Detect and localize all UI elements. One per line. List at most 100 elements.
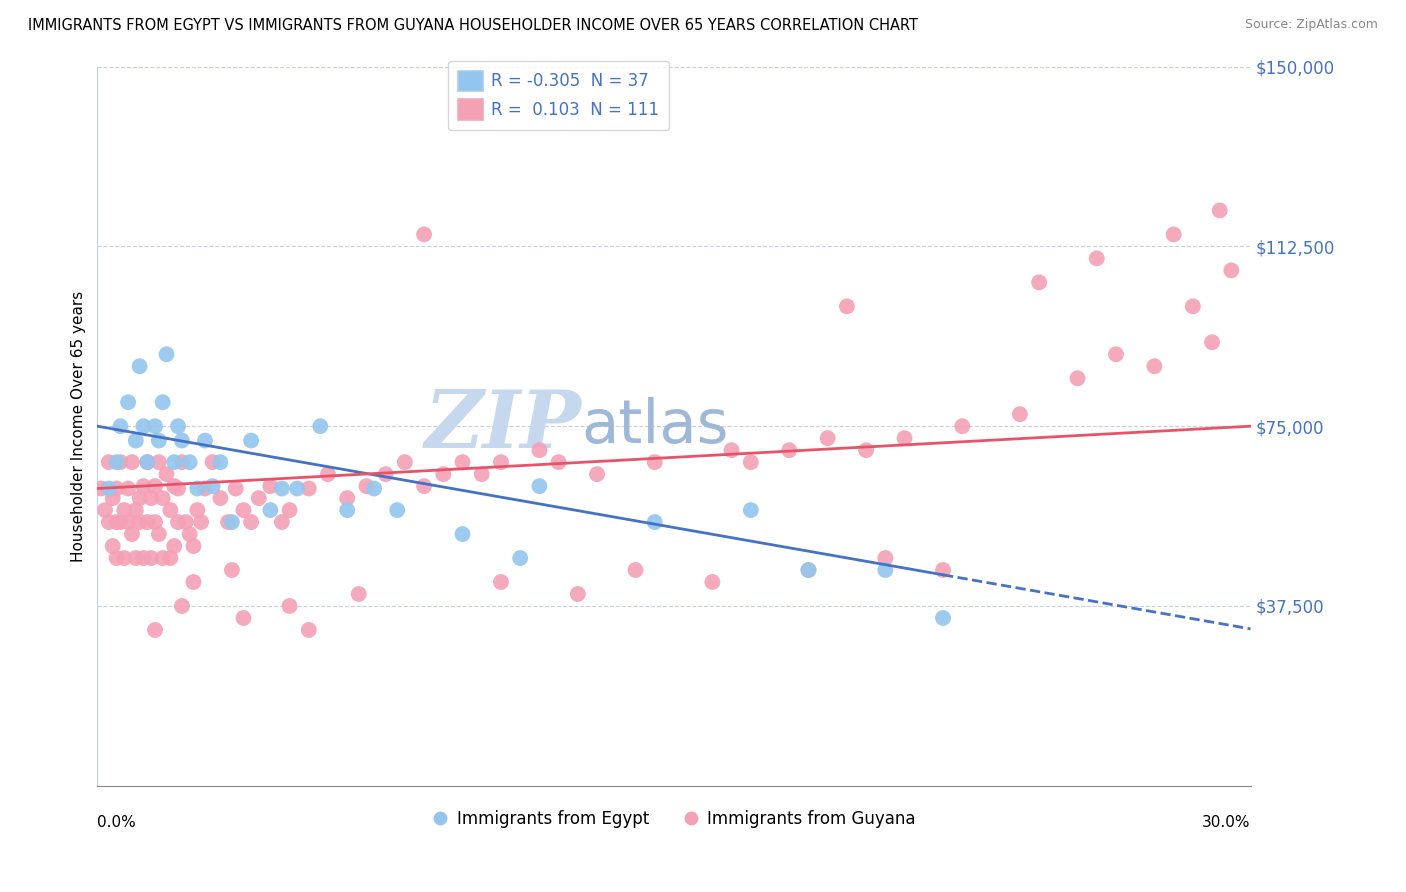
Point bbox=[932, 611, 955, 625]
Point bbox=[356, 479, 378, 493]
Point bbox=[835, 299, 858, 313]
Point bbox=[932, 563, 955, 577]
Point bbox=[152, 491, 174, 505]
Point bbox=[117, 515, 139, 529]
Point bbox=[278, 599, 301, 613]
Text: IMMIGRANTS FROM EGYPT VS IMMIGRANTS FROM GUYANA HOUSEHOLDER INCOME OVER 65 YEARS: IMMIGRANTS FROM EGYPT VS IMMIGRANTS FROM… bbox=[28, 18, 918, 33]
Point bbox=[125, 551, 148, 566]
Point bbox=[136, 515, 159, 529]
Point bbox=[385, 503, 408, 517]
Point bbox=[132, 479, 155, 493]
Point bbox=[489, 574, 512, 589]
Point bbox=[170, 434, 193, 448]
Text: atlas: atlas bbox=[582, 397, 730, 456]
Point bbox=[489, 455, 512, 469]
Point bbox=[547, 455, 569, 469]
Point bbox=[121, 527, 143, 541]
Point bbox=[117, 482, 139, 496]
Point bbox=[183, 574, 205, 589]
Point bbox=[247, 491, 270, 505]
Point bbox=[285, 482, 308, 496]
Point bbox=[179, 527, 201, 541]
Point bbox=[240, 434, 263, 448]
Point bbox=[101, 491, 124, 505]
Point bbox=[143, 623, 166, 637]
Point bbox=[110, 515, 132, 529]
Point bbox=[778, 443, 800, 458]
Point bbox=[143, 515, 166, 529]
Point bbox=[121, 455, 143, 469]
Point bbox=[1105, 347, 1128, 361]
Point bbox=[110, 419, 132, 434]
Legend: Immigrants from Egypt, Immigrants from Guyana: Immigrants from Egypt, Immigrants from G… bbox=[425, 804, 922, 835]
Point bbox=[217, 515, 239, 529]
Point bbox=[128, 491, 150, 505]
Point bbox=[644, 515, 666, 529]
Point bbox=[170, 599, 193, 613]
Point bbox=[90, 482, 112, 496]
Point bbox=[143, 479, 166, 493]
Point bbox=[159, 503, 181, 517]
Point bbox=[221, 563, 243, 577]
Point bbox=[298, 482, 321, 496]
Point bbox=[413, 227, 436, 242]
Point bbox=[152, 395, 174, 409]
Point bbox=[893, 431, 915, 445]
Point bbox=[190, 515, 212, 529]
Point bbox=[797, 563, 820, 577]
Point bbox=[529, 443, 551, 458]
Point bbox=[141, 551, 163, 566]
Point bbox=[644, 455, 666, 469]
Point bbox=[702, 574, 724, 589]
Point bbox=[152, 551, 174, 566]
Point bbox=[194, 482, 217, 496]
Point bbox=[186, 503, 208, 517]
Point bbox=[259, 479, 281, 493]
Point bbox=[194, 434, 217, 448]
Point bbox=[1028, 276, 1050, 290]
Point bbox=[209, 491, 232, 505]
Point bbox=[167, 515, 190, 529]
Point bbox=[278, 503, 301, 517]
Point bbox=[586, 467, 609, 482]
Point bbox=[128, 359, 150, 374]
Point bbox=[451, 455, 474, 469]
Point bbox=[174, 515, 197, 529]
Point bbox=[336, 503, 359, 517]
Point bbox=[201, 479, 224, 493]
Point bbox=[1163, 227, 1185, 242]
Point bbox=[567, 587, 589, 601]
Point bbox=[179, 455, 201, 469]
Point bbox=[163, 539, 186, 553]
Point bbox=[509, 551, 531, 566]
Point bbox=[105, 515, 128, 529]
Point bbox=[97, 482, 120, 496]
Point bbox=[270, 515, 292, 529]
Point bbox=[1008, 407, 1031, 421]
Point bbox=[875, 563, 897, 577]
Point bbox=[432, 467, 454, 482]
Point bbox=[163, 455, 186, 469]
Point bbox=[221, 515, 243, 529]
Point bbox=[94, 503, 117, 517]
Point bbox=[720, 443, 742, 458]
Point bbox=[394, 455, 416, 469]
Point bbox=[201, 455, 224, 469]
Point bbox=[855, 443, 877, 458]
Point bbox=[529, 479, 551, 493]
Point bbox=[148, 434, 170, 448]
Point bbox=[413, 479, 436, 493]
Point bbox=[97, 515, 120, 529]
Point bbox=[875, 551, 897, 566]
Point bbox=[1201, 335, 1223, 350]
Point bbox=[1066, 371, 1088, 385]
Point bbox=[132, 419, 155, 434]
Point bbox=[1085, 252, 1108, 266]
Point bbox=[136, 455, 159, 469]
Text: ZIP: ZIP bbox=[425, 387, 582, 465]
Point bbox=[167, 482, 190, 496]
Point bbox=[97, 455, 120, 469]
Point bbox=[1143, 359, 1166, 374]
Point bbox=[209, 455, 232, 469]
Point bbox=[159, 551, 181, 566]
